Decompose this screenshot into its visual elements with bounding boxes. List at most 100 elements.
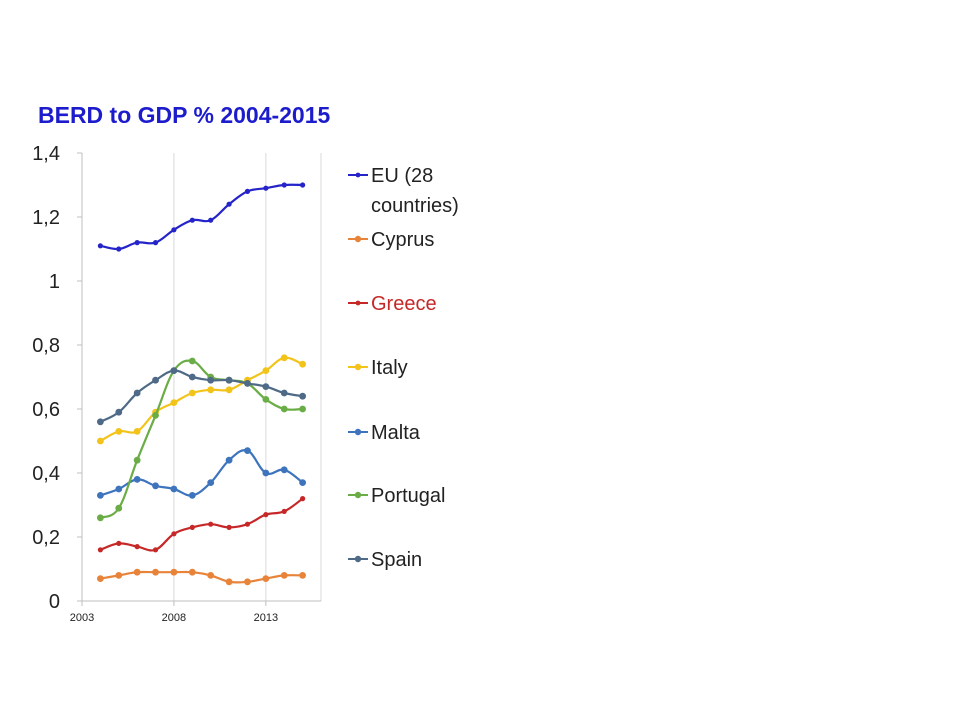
- data-point: [281, 182, 287, 188]
- data-point: [170, 568, 178, 576]
- data-point: [97, 243, 103, 249]
- data-point: [133, 456, 141, 464]
- data-point: [244, 447, 251, 454]
- data-point: [115, 485, 123, 493]
- data-point: [189, 217, 195, 223]
- data-point: [133, 568, 141, 576]
- data-point: [226, 201, 232, 207]
- data-point: [207, 386, 215, 394]
- data-point: [207, 376, 215, 384]
- series-line: [100, 570, 303, 584]
- data-point: [300, 182, 306, 188]
- data-point: [263, 511, 269, 518]
- data-point: [170, 399, 178, 406]
- data-point: [225, 376, 233, 384]
- legend-marker: [354, 428, 362, 436]
- data-point: [207, 479, 215, 486]
- data-point: [188, 357, 196, 365]
- legend-marker: [354, 491, 362, 499]
- legend-marker: [355, 172, 361, 178]
- data-point: [299, 479, 307, 486]
- legend-label: Cyprus: [371, 229, 434, 251]
- legend-label: Spain: [371, 549, 422, 571]
- y-tick-label: 1,2: [32, 207, 60, 229]
- data-point: [133, 389, 141, 397]
- data-point: [188, 492, 196, 499]
- y-tick-label: 0,8: [32, 335, 60, 357]
- data-point: [299, 572, 307, 579]
- series-line: [100, 449, 304, 497]
- data-point: [299, 360, 307, 368]
- data-point: [152, 412, 159, 419]
- legend-label: Italy: [371, 357, 408, 379]
- data-point: [152, 240, 159, 246]
- axes: 2003 2008 2013 0 0,2 0,4 0,6 0,8 1 1,2 1,4: [32, 143, 321, 624]
- data-point: [244, 380, 251, 387]
- data-point: [134, 240, 140, 246]
- data-point: [115, 504, 123, 512]
- data-point: [171, 531, 177, 537]
- legend-label: Portugal: [371, 485, 446, 507]
- data-point: [96, 418, 104, 426]
- legend-label: Greece: [371, 293, 437, 315]
- data-point: [134, 544, 140, 550]
- data-point: [116, 246, 122, 252]
- data-point: [262, 383, 270, 390]
- data-point: [280, 466, 288, 474]
- y-tick-label: 0: [49, 591, 60, 613]
- data-point: [225, 578, 233, 586]
- data-point: [171, 227, 177, 233]
- data-point: [207, 572, 215, 579]
- series-line: [99, 369, 303, 423]
- data-point: [280, 572, 288, 579]
- data-point: [226, 524, 232, 531]
- y-tick-label: 0,2: [32, 527, 60, 549]
- x-tick-label: 2003: [70, 612, 94, 624]
- data-point: [188, 373, 196, 381]
- y-tick-label: 0,6: [32, 399, 60, 421]
- data-point: [299, 405, 307, 413]
- chart-title: BERD to GDP % 2004-2015: [38, 102, 331, 128]
- data-point: [262, 575, 270, 582]
- data-point: [116, 540, 122, 547]
- legend-marker: [354, 235, 362, 243]
- data-point: [96, 437, 104, 445]
- data-point: [244, 188, 251, 194]
- data-point: [170, 367, 178, 374]
- legend: EU (28 countries) Cyprus Greece Italy Malta Po…: [348, 165, 459, 571]
- data-point: [189, 524, 195, 531]
- data-point: [262, 396, 270, 403]
- data-point: [152, 482, 159, 490]
- data-point: [262, 469, 270, 477]
- data-point: [96, 492, 104, 499]
- y-tick-label: 1,4: [32, 143, 60, 165]
- data-point: [96, 575, 104, 582]
- legend-marker: [354, 363, 362, 371]
- series-lines: [96, 182, 307, 586]
- data-point: [152, 547, 159, 553]
- legend-label: countries): [371, 195, 459, 217]
- data-point: [115, 428, 123, 435]
- y-tick-label: 1: [49, 271, 60, 293]
- legend-label: Malta: [371, 422, 421, 444]
- data-point: [225, 386, 233, 394]
- data-point: [262, 367, 270, 374]
- data-point: [188, 568, 196, 576]
- data-point: [96, 514, 104, 522]
- data-point: [299, 392, 307, 400]
- data-point: [115, 572, 123, 579]
- data-point: [115, 408, 123, 416]
- data-point: [280, 405, 288, 413]
- series-line: [99, 359, 303, 519]
- data-point: [152, 376, 159, 384]
- data-point: [133, 428, 141, 435]
- series-line: [99, 497, 304, 552]
- data-point: [225, 456, 233, 464]
- data-point: [188, 389, 196, 397]
- data-point: [263, 185, 269, 191]
- x-tick-label: 2013: [254, 612, 278, 624]
- data-point: [133, 476, 141, 483]
- y-tick-label: 0,4: [32, 463, 60, 485]
